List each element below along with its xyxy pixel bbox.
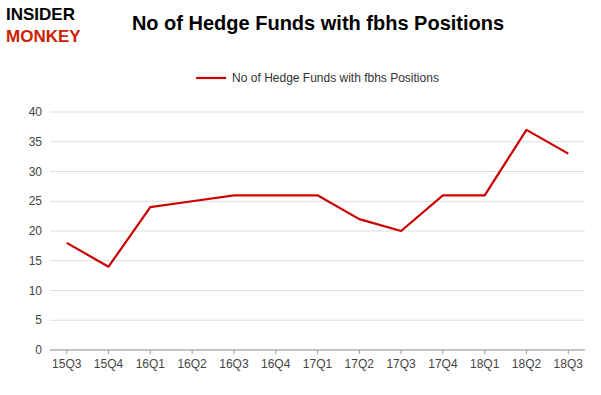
x-tick-label: 18Q1 bbox=[470, 357, 500, 371]
y-tick-label: 35 bbox=[29, 135, 43, 149]
y-tick-label: 20 bbox=[29, 224, 43, 238]
x-tick bbox=[568, 350, 569, 354]
x-tick bbox=[317, 350, 318, 354]
x-tick-label: 15Q3 bbox=[52, 357, 82, 371]
y-tick-label: 15 bbox=[29, 254, 43, 268]
x-tick bbox=[275, 350, 276, 354]
x-tick-label: 17Q1 bbox=[303, 357, 333, 371]
grid-line bbox=[50, 112, 585, 113]
grid-line bbox=[50, 290, 585, 291]
legend-swatch bbox=[196, 77, 226, 79]
x-tick-label: 18Q3 bbox=[554, 357, 584, 371]
y-tick-label: 25 bbox=[29, 194, 43, 208]
x-tick bbox=[192, 350, 193, 354]
y-tick-label: 5 bbox=[35, 313, 42, 327]
x-tick bbox=[150, 350, 151, 354]
x-tick-label: 18Q2 bbox=[512, 357, 542, 371]
x-tick bbox=[233, 350, 234, 354]
grid bbox=[50, 112, 585, 350]
x-tick bbox=[526, 350, 527, 354]
x-tick-label: 16Q3 bbox=[219, 357, 249, 371]
x-tick-label: 15Q4 bbox=[94, 357, 124, 371]
y-tick-label: 0 bbox=[35, 343, 42, 357]
chart: 0 5 10 15 20 25 30 35 40 15Q3 15Q4 16Q1 16Q2 16Q3 16Q4… bbox=[0, 0, 601, 395]
x-tick-label: 16Q4 bbox=[261, 357, 291, 371]
x-tick-label: 16Q2 bbox=[177, 357, 207, 371]
x-tick bbox=[442, 350, 443, 354]
grid-line bbox=[50, 141, 585, 142]
logo-text: INSIDER bbox=[6, 5, 75, 24]
x-tick-label: 17Q3 bbox=[386, 357, 416, 371]
grid-line bbox=[50, 201, 585, 202]
x-tick bbox=[66, 350, 67, 354]
y-tick-label: 30 bbox=[29, 165, 43, 179]
y-tick-label: 10 bbox=[29, 284, 43, 298]
grid-line bbox=[50, 171, 585, 172]
legend: No of Hedge Funds with fbhs Positions bbox=[196, 71, 439, 85]
title: No of Hedge Funds with fbhs Positions bbox=[132, 12, 504, 34]
x-tick bbox=[484, 350, 485, 354]
x-tick-label: 17Q4 bbox=[428, 357, 458, 371]
logo-text: MONKEY bbox=[6, 27, 81, 46]
series-line bbox=[67, 130, 569, 267]
grid-line bbox=[50, 231, 585, 232]
y-tick-label: 40 bbox=[29, 105, 43, 119]
x-tick bbox=[359, 350, 360, 354]
plot-area bbox=[67, 130, 569, 267]
x-tick-label: 16Q1 bbox=[136, 357, 166, 371]
x-tick bbox=[401, 350, 402, 354]
grid-line bbox=[50, 320, 585, 321]
grid-line bbox=[50, 260, 585, 261]
x-tick-label: 17Q2 bbox=[345, 357, 375, 371]
x-tick bbox=[108, 350, 109, 354]
legend-label: No of Hedge Funds with fbhs Positions bbox=[232, 71, 439, 85]
